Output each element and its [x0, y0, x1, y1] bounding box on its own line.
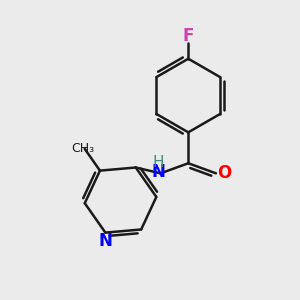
Text: F: F: [183, 27, 194, 45]
Text: N: N: [151, 163, 165, 181]
Text: H: H: [152, 154, 164, 169]
Text: CH₃: CH₃: [72, 142, 95, 155]
Text: N: N: [98, 232, 112, 250]
Text: O: O: [217, 164, 231, 182]
